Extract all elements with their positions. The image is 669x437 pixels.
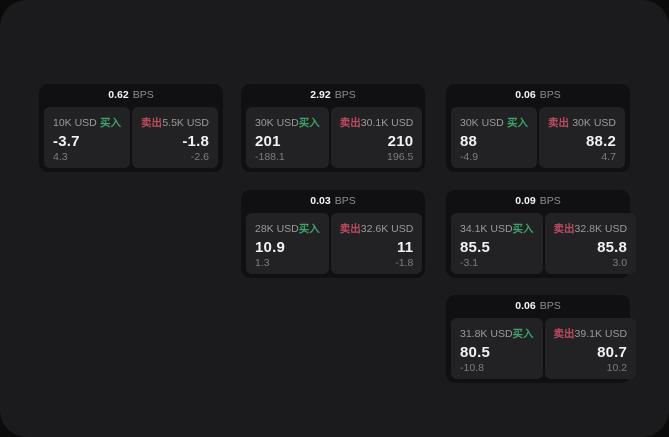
sell-quote-tile[interactable]: 卖出 32.6K USD 11 -1.8: [330, 213, 423, 274]
buy-amount-label: 34.1K USD: [460, 222, 513, 235]
sell-price-value: 11: [397, 239, 414, 256]
sell-quote-tile[interactable]: 卖出 39.1K USD 80.7 10.2: [544, 318, 637, 379]
sell-side-label: 卖出: [553, 328, 575, 340]
buy-price-value: 201: [255, 133, 281, 150]
bps-unit-label: BPS: [132, 89, 154, 101]
buy-price-value: 88: [460, 133, 478, 150]
sell-side-label: 卖出: [553, 223, 575, 235]
buy-side-label: 买入: [100, 117, 121, 129]
sell-quote-tile[interactable]: 卖出 5.5K USD -1.8 -2.6: [132, 107, 218, 168]
buy-price-value: 10.9: [255, 239, 285, 256]
quote-card: 0.06 BPS 30K USD 买入 88 -4.9 卖出 30K USD 88…: [446, 84, 630, 172]
sell-delta-value: 3.0: [612, 257, 628, 269]
buy-quote-tile[interactable]: 10K USD 买入 -3.7 4.3: [44, 107, 130, 168]
buy-side-label: 买入: [512, 328, 534, 340]
buy-quote-tile[interactable]: 34.1K USD 买入 85.5 -3.1: [451, 213, 543, 274]
sell-delta-value: -1.8: [395, 257, 414, 269]
bps-value: 0.03: [310, 195, 331, 207]
sell-quote-tile[interactable]: 卖出 30K USD 88.2 4.7: [539, 107, 625, 168]
sell-price-value: 88.2: [586, 133, 616, 150]
bps-value: 0.06: [515, 89, 536, 101]
buy-delta-value: -188.1: [255, 151, 285, 163]
sell-price-value: -1.8: [182, 133, 209, 150]
buy-side-label: 买入: [298, 117, 320, 129]
card-bps-header: 0.62 BPS: [44, 84, 218, 107]
buy-amount-label: 30K USD: [255, 116, 299, 129]
buy-amount-label: 28K USD: [255, 222, 299, 235]
buy-side-label: 买入: [507, 117, 528, 129]
buy-delta-value: -10.8: [460, 362, 484, 374]
buy-delta-value: -4.9: [460, 151, 479, 163]
sell-price-value: 80.7: [597, 344, 628, 361]
buy-quote-tile[interactable]: 30K USD 买入 88 -4.9: [451, 107, 537, 168]
bps-value: 0.62: [108, 89, 129, 101]
buy-delta-value: 1.3: [255, 257, 270, 269]
sell-delta-value: 196.5: [387, 151, 414, 163]
sell-side-label: 卖出: [141, 117, 162, 129]
buy-quote-tile[interactable]: 28K USD 买入 10.9 1.3: [246, 213, 329, 274]
card-bps-header: 0.03 BPS: [246, 190, 420, 213]
sell-amount-label: 32.8K USD: [574, 222, 628, 235]
card-bps-header: 0.06 BPS: [451, 295, 625, 318]
sell-delta-value: -2.6: [190, 151, 209, 163]
bps-value: 0.06: [515, 300, 536, 312]
card-bps-header: 0.09 BPS: [451, 190, 625, 213]
sell-amount-label: 5.5K USD: [162, 116, 209, 129]
buy-quote-tile[interactable]: 30K USD 买入 201 -188.1: [246, 107, 329, 168]
sell-side-label: 卖出: [339, 223, 361, 235]
quote-card: 0.09 BPS 34.1K USD 买入 85.5 -3.1 卖出 32.8K …: [446, 190, 637, 278]
bps-unit-label: BPS: [539, 195, 561, 207]
buy-amount-label: 10K USD: [53, 116, 97, 129]
sell-price-value: 210: [387, 133, 414, 150]
sell-amount-label: 30K USD: [572, 116, 616, 129]
sell-quote-tile[interactable]: 卖出 30.1K USD 210 196.5: [330, 107, 423, 168]
card-bps-header: 2.92 BPS: [246, 84, 420, 107]
sell-delta-value: 10.2: [606, 362, 628, 374]
quote-card: 0.06 BPS 31.8K USD 买入 80.5 -10.8 卖出 39.1K…: [446, 295, 637, 383]
sell-amount-label: 30.1K USD: [360, 116, 414, 129]
quote-card: 0.03 BPS 28K USD 买入 10.9 1.3 卖出 32.6K USD…: [241, 190, 425, 278]
bps-value: 2.92: [310, 89, 331, 101]
sell-amount-label: 32.6K USD: [360, 222, 414, 235]
bps-value: 0.09: [515, 195, 536, 207]
buy-side-label: 买入: [512, 223, 534, 235]
sell-price-value: 85.8: [597, 239, 628, 256]
buy-delta-value: 4.3: [53, 151, 68, 163]
bps-unit-label: BPS: [334, 195, 356, 207]
buy-price-value: 80.5: [460, 344, 490, 361]
sell-side-label: 卖出: [548, 117, 569, 129]
buy-amount-label: 31.8K USD: [460, 327, 513, 340]
sell-side-label: 卖出: [339, 117, 361, 129]
buy-delta-value: -3.1: [460, 257, 479, 269]
card-bps-header: 0.06 BPS: [451, 84, 625, 107]
buy-amount-label: 30K USD: [460, 116, 504, 129]
bps-unit-label: BPS: [334, 89, 356, 101]
buy-side-label: 买入: [298, 223, 320, 235]
sell-amount-label: 39.1K USD: [574, 327, 628, 340]
sell-delta-value: 4.7: [601, 151, 616, 163]
buy-quote-tile[interactable]: 31.8K USD 买入 80.5 -10.8: [451, 318, 543, 379]
bps-unit-label: BPS: [539, 89, 561, 101]
buy-price-value: -3.7: [53, 133, 80, 150]
quote-card: 2.92 BPS 30K USD 买入 201 -188.1 卖出 30.1K U…: [241, 84, 425, 172]
quote-card: 0.62 BPS 10K USD 买入 -3.7 4.3 卖出 5.5K USD …: [39, 84, 223, 172]
bps-unit-label: BPS: [539, 300, 561, 312]
buy-price-value: 85.5: [460, 239, 490, 256]
sell-quote-tile[interactable]: 卖出 32.8K USD 85.8 3.0: [544, 213, 637, 274]
